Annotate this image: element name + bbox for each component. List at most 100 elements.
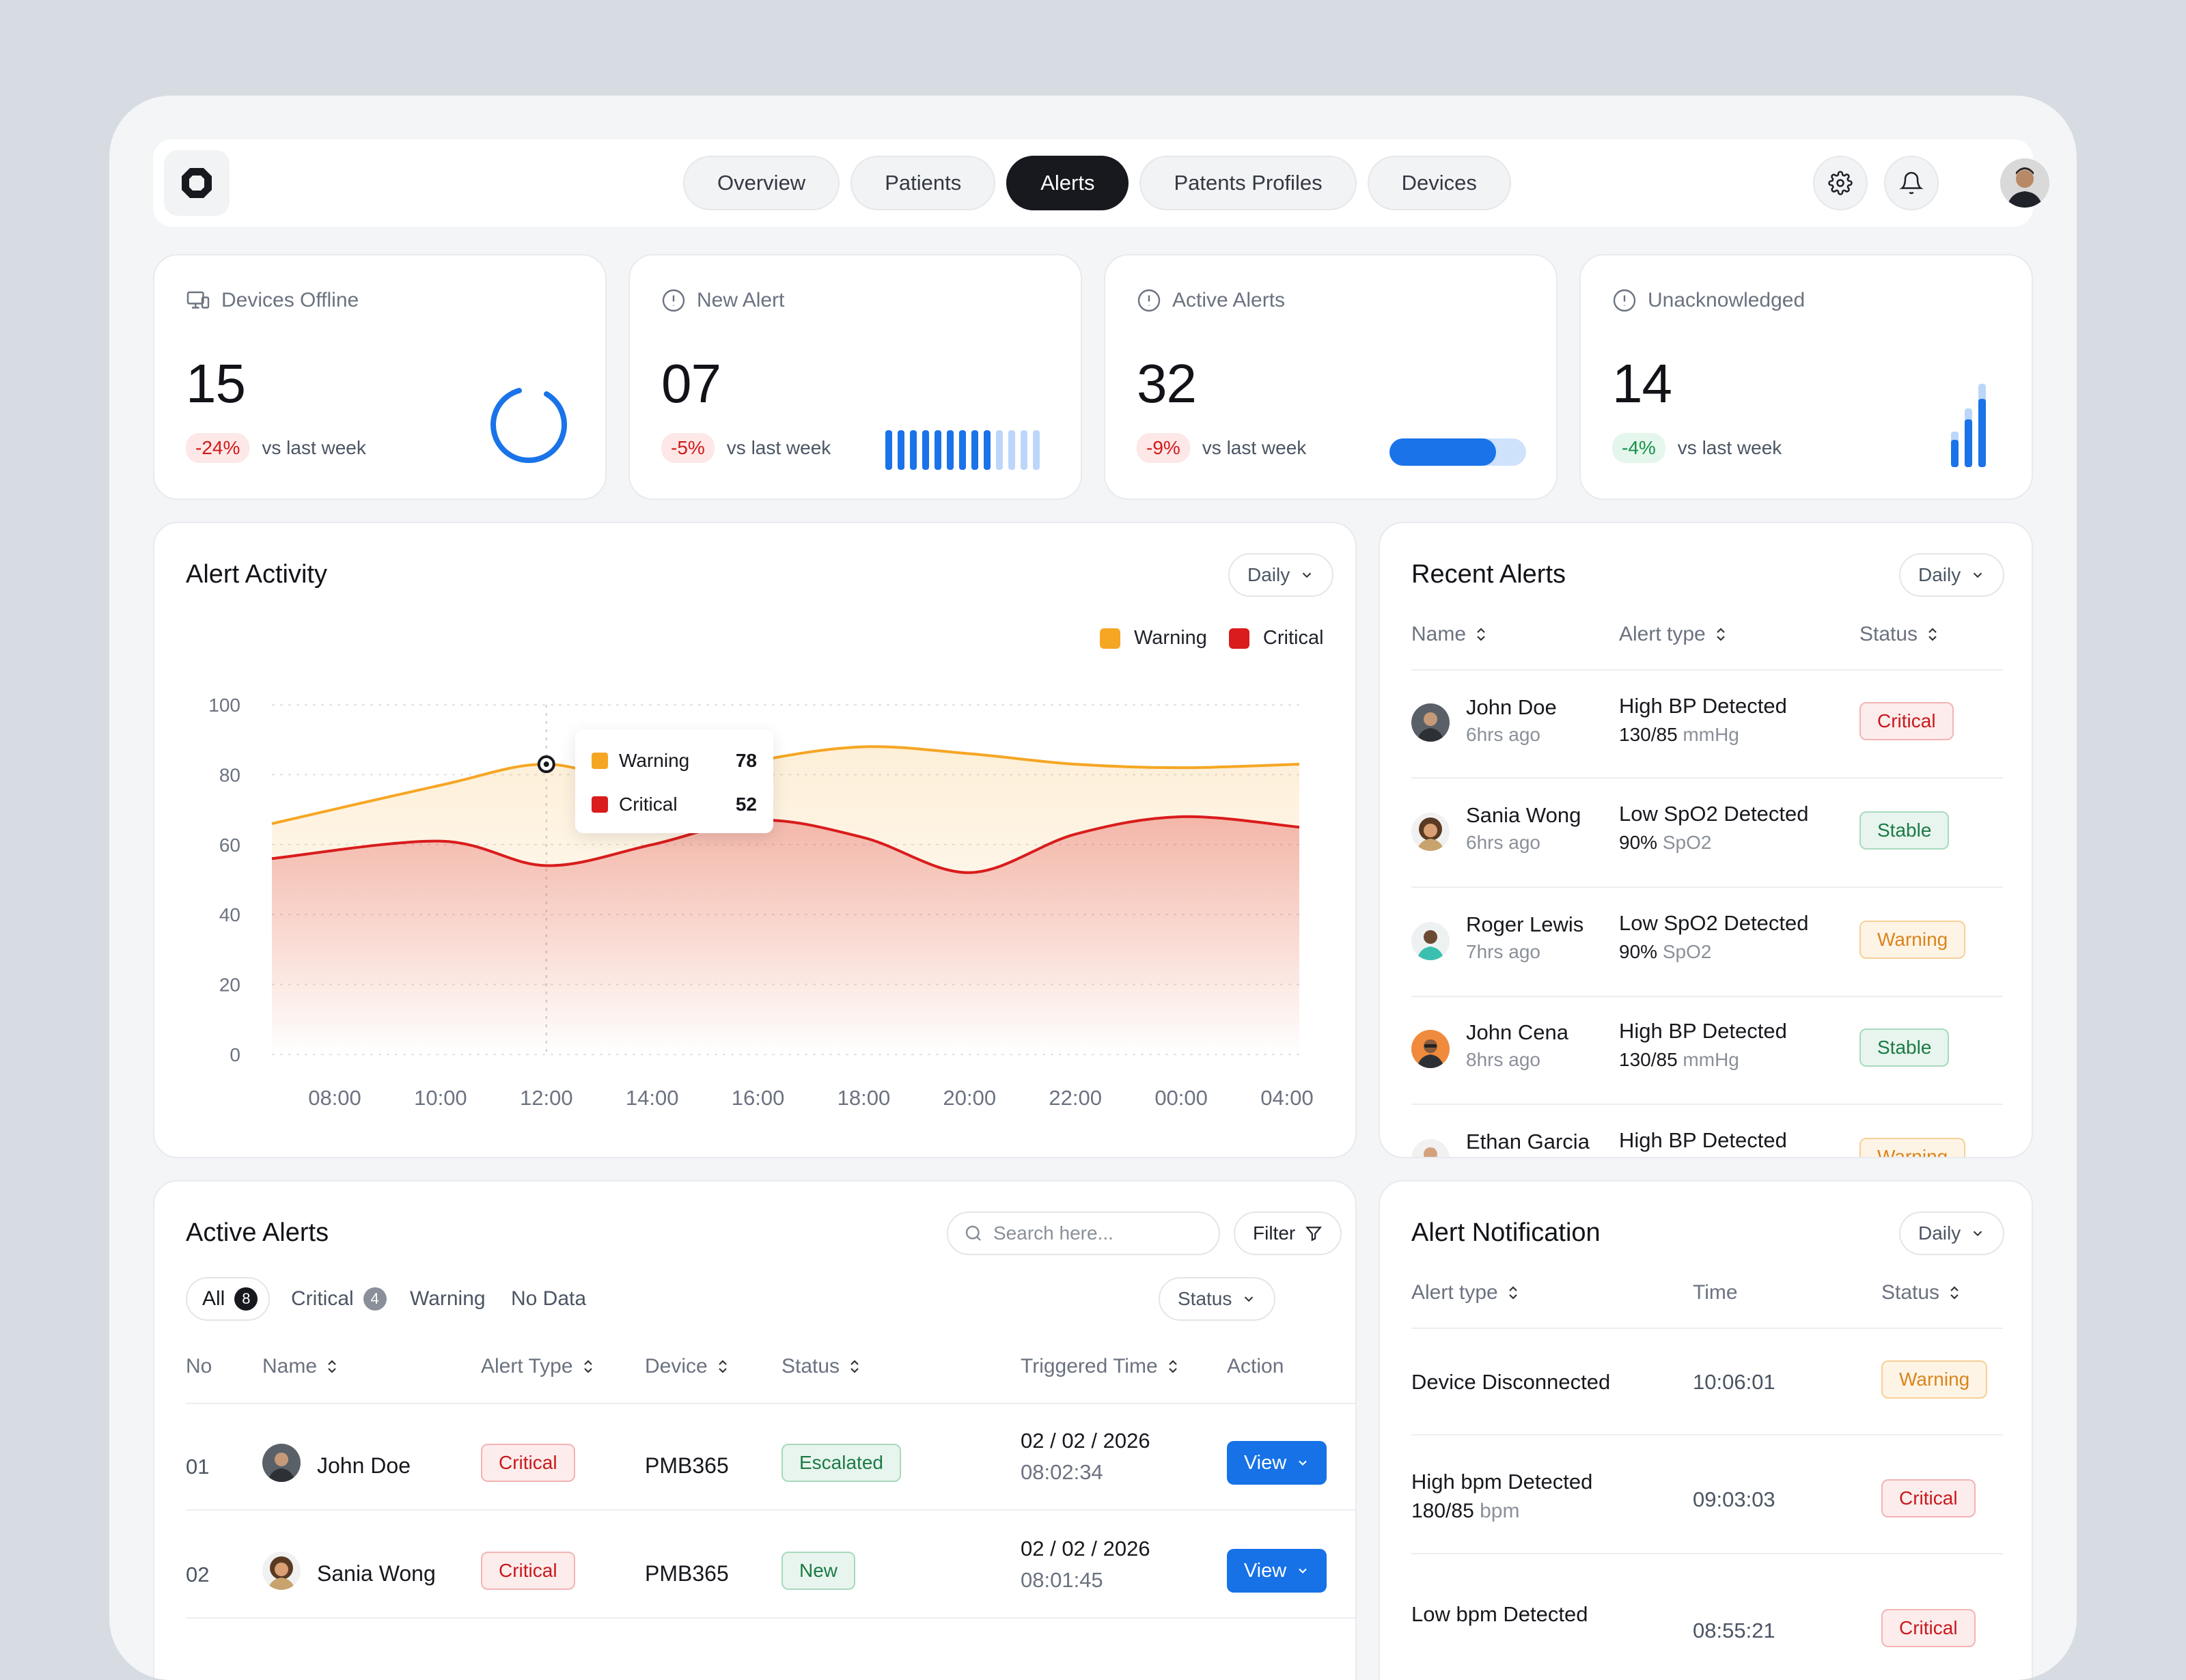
filter-tab-critical[interactable]: Critical 4 — [291, 1277, 387, 1321]
notification-type: Low bpm Detected — [1411, 1602, 1588, 1626]
avatar-image — [1411, 703, 1450, 742]
mini-bar-chart — [1951, 384, 1986, 467]
sort-icon — [850, 1360, 859, 1373]
status-badge: Escalated — [781, 1444, 901, 1482]
search-input[interactable]: Search here... — [947, 1212, 1220, 1255]
avatar-image — [1411, 1030, 1450, 1068]
user-avatar[interactable] — [2000, 158, 2049, 208]
tab-overview[interactable]: Overview — [683, 156, 840, 210]
avatar-image — [1411, 813, 1450, 851]
header-device[interactable]: Device — [645, 1355, 730, 1378]
filter-tab-no-data[interactable]: No Data — [511, 1287, 587, 1310]
stat-title: New Alert — [697, 289, 785, 311]
top-navigation-bar: Overview Patients Alerts Patents Profile… — [153, 139, 2049, 227]
status-stable: Stable — [1859, 1028, 1950, 1067]
alert-type-badge: Critical — [481, 1552, 575, 1590]
header-alert-type[interactable]: Alert type — [1619, 623, 1728, 646]
patient-name: John Cena — [1466, 1020, 1568, 1044]
filter-button[interactable]: Filter — [1234, 1212, 1342, 1255]
settings-button[interactable] — [1813, 156, 1868, 210]
notification-time: 09:03:03 — [1693, 1487, 1775, 1511]
tab-alerts[interactable]: Alerts — [1006, 156, 1129, 210]
stat-title: Unacknowledged — [1648, 289, 1805, 311]
alert-type: High BP Detected — [1619, 1019, 1787, 1043]
hover-point-center — [543, 761, 549, 768]
divider — [1411, 669, 2003, 671]
filter-tab-warning[interactable]: Warning — [410, 1287, 486, 1310]
header-status[interactable]: Status — [1859, 623, 1939, 646]
header-status[interactable]: Status — [1881, 1281, 1961, 1304]
view-button[interactable]: View — [1227, 1549, 1327, 1593]
alert-reading: 90% SpO2 — [1619, 832, 1711, 854]
sort-icon — [1168, 1360, 1177, 1373]
stat-value: 32 — [1137, 353, 1197, 414]
chevron-down-icon — [1974, 1231, 1982, 1237]
header-name[interactable]: Name — [1411, 623, 1488, 646]
tab-devices[interactable]: Devices — [1367, 156, 1511, 210]
active-alerts-card: Active Alerts Search here... Filter All … — [153, 1180, 1357, 1680]
chart-legend: Warning Critical — [1100, 627, 1324, 649]
period-dropdown[interactable]: Daily — [1228, 553, 1334, 597]
triggered-time: 08:02:34 — [1021, 1460, 1103, 1484]
status-dropdown[interactable]: Status — [1159, 1277, 1276, 1321]
divider — [1411, 996, 2003, 997]
stat-title: Devices Offline — [221, 289, 359, 311]
header-status[interactable]: Status — [781, 1355, 861, 1378]
status-critical: Critical — [1859, 702, 1954, 740]
stat-change: -9% vs last week — [1137, 433, 1306, 463]
filter-tab-label: All — [202, 1287, 225, 1310]
progress-track — [1389, 438, 1526, 466]
patient-name: Ethan Garcia — [1466, 1130, 1590, 1153]
y-tick-label: 40 — [219, 904, 240, 925]
triggered-date: 02 / 02 / 2026 — [1021, 1537, 1150, 1560]
y-tick-label: 80 — [219, 764, 240, 785]
app-logo[interactable] — [164, 150, 230, 216]
period-dropdown[interactable]: Daily — [1899, 553, 2005, 597]
reading-unit: mmHg — [1683, 724, 1739, 745]
triggered-date: 02 / 02 / 2026 — [1021, 1429, 1150, 1453]
filter-tab-all[interactable]: All 8 — [186, 1277, 271, 1321]
notifications-button[interactable] — [1884, 156, 1939, 210]
status-stable: Stable — [1859, 811, 1950, 850]
chevron-down-icon — [1245, 1296, 1254, 1302]
status-warning: Warning — [1881, 1360, 1988, 1399]
avatar-image — [262, 1444, 301, 1482]
sort-icon — [583, 1360, 592, 1373]
status-badge: Warning — [1859, 1138, 1966, 1157]
x-tick-label: 18:00 — [838, 1086, 891, 1110]
status-badge: Stable — [1859, 811, 1950, 850]
row-number: 02 — [186, 1563, 210, 1586]
x-tick-label: 14:00 — [626, 1086, 679, 1110]
divider — [1411, 1434, 2003, 1436]
alert-activity-title: Alert Activity — [186, 560, 327, 589]
header-name-label: Name — [1411, 623, 1467, 645]
tab-patents-profiles[interactable]: Patents Profiles — [1139, 156, 1357, 210]
alert-type: Low SpO2 Detected — [1619, 911, 1809, 935]
tooltip-critical-row: Critical — [592, 794, 678, 815]
chevron-down-icon — [1299, 1568, 1307, 1574]
view-button[interactable]: View — [1227, 1441, 1327, 1485]
header-name-label: Name — [262, 1355, 318, 1377]
x-tick-label: 04:00 — [1260, 1086, 1314, 1110]
stat-card-devices-offline: Devices Offline 15 -24% vs last week — [153, 254, 607, 500]
avatar-image — [1411, 1139, 1450, 1157]
header-triggered-time[interactable]: Triggered Time — [1021, 1355, 1180, 1378]
line-critical — [271, 815, 1300, 874]
stat-card-unacknowledged: Unacknowledged 14 -4% vs last week — [1579, 254, 2033, 500]
period-dropdown[interactable]: Daily — [1899, 1212, 2005, 1255]
notification-time: 08:55:21 — [1693, 1619, 1775, 1642]
y-tick-label: 0 — [230, 1044, 240, 1065]
avatar-image — [262, 1552, 301, 1590]
header-name[interactable]: Name — [262, 1355, 339, 1378]
chevron-down-icon — [1299, 1460, 1307, 1466]
search-icon — [965, 1225, 981, 1241]
notification-type: Device Disconnected — [1411, 1370, 1611, 1394]
header-alert-type[interactable]: Alert Type — [481, 1355, 595, 1378]
header-alert-type[interactable]: Alert type — [1411, 1281, 1520, 1304]
tooltip-warning-label: Warning — [619, 750, 690, 771]
tab-patients[interactable]: Patients — [850, 156, 996, 210]
notification-reading: 180/85 bpm — [1411, 1500, 1519, 1523]
filter-icon — [1305, 1227, 1323, 1242]
divider — [186, 1403, 1355, 1404]
alert-circle-icon — [1613, 289, 1636, 312]
